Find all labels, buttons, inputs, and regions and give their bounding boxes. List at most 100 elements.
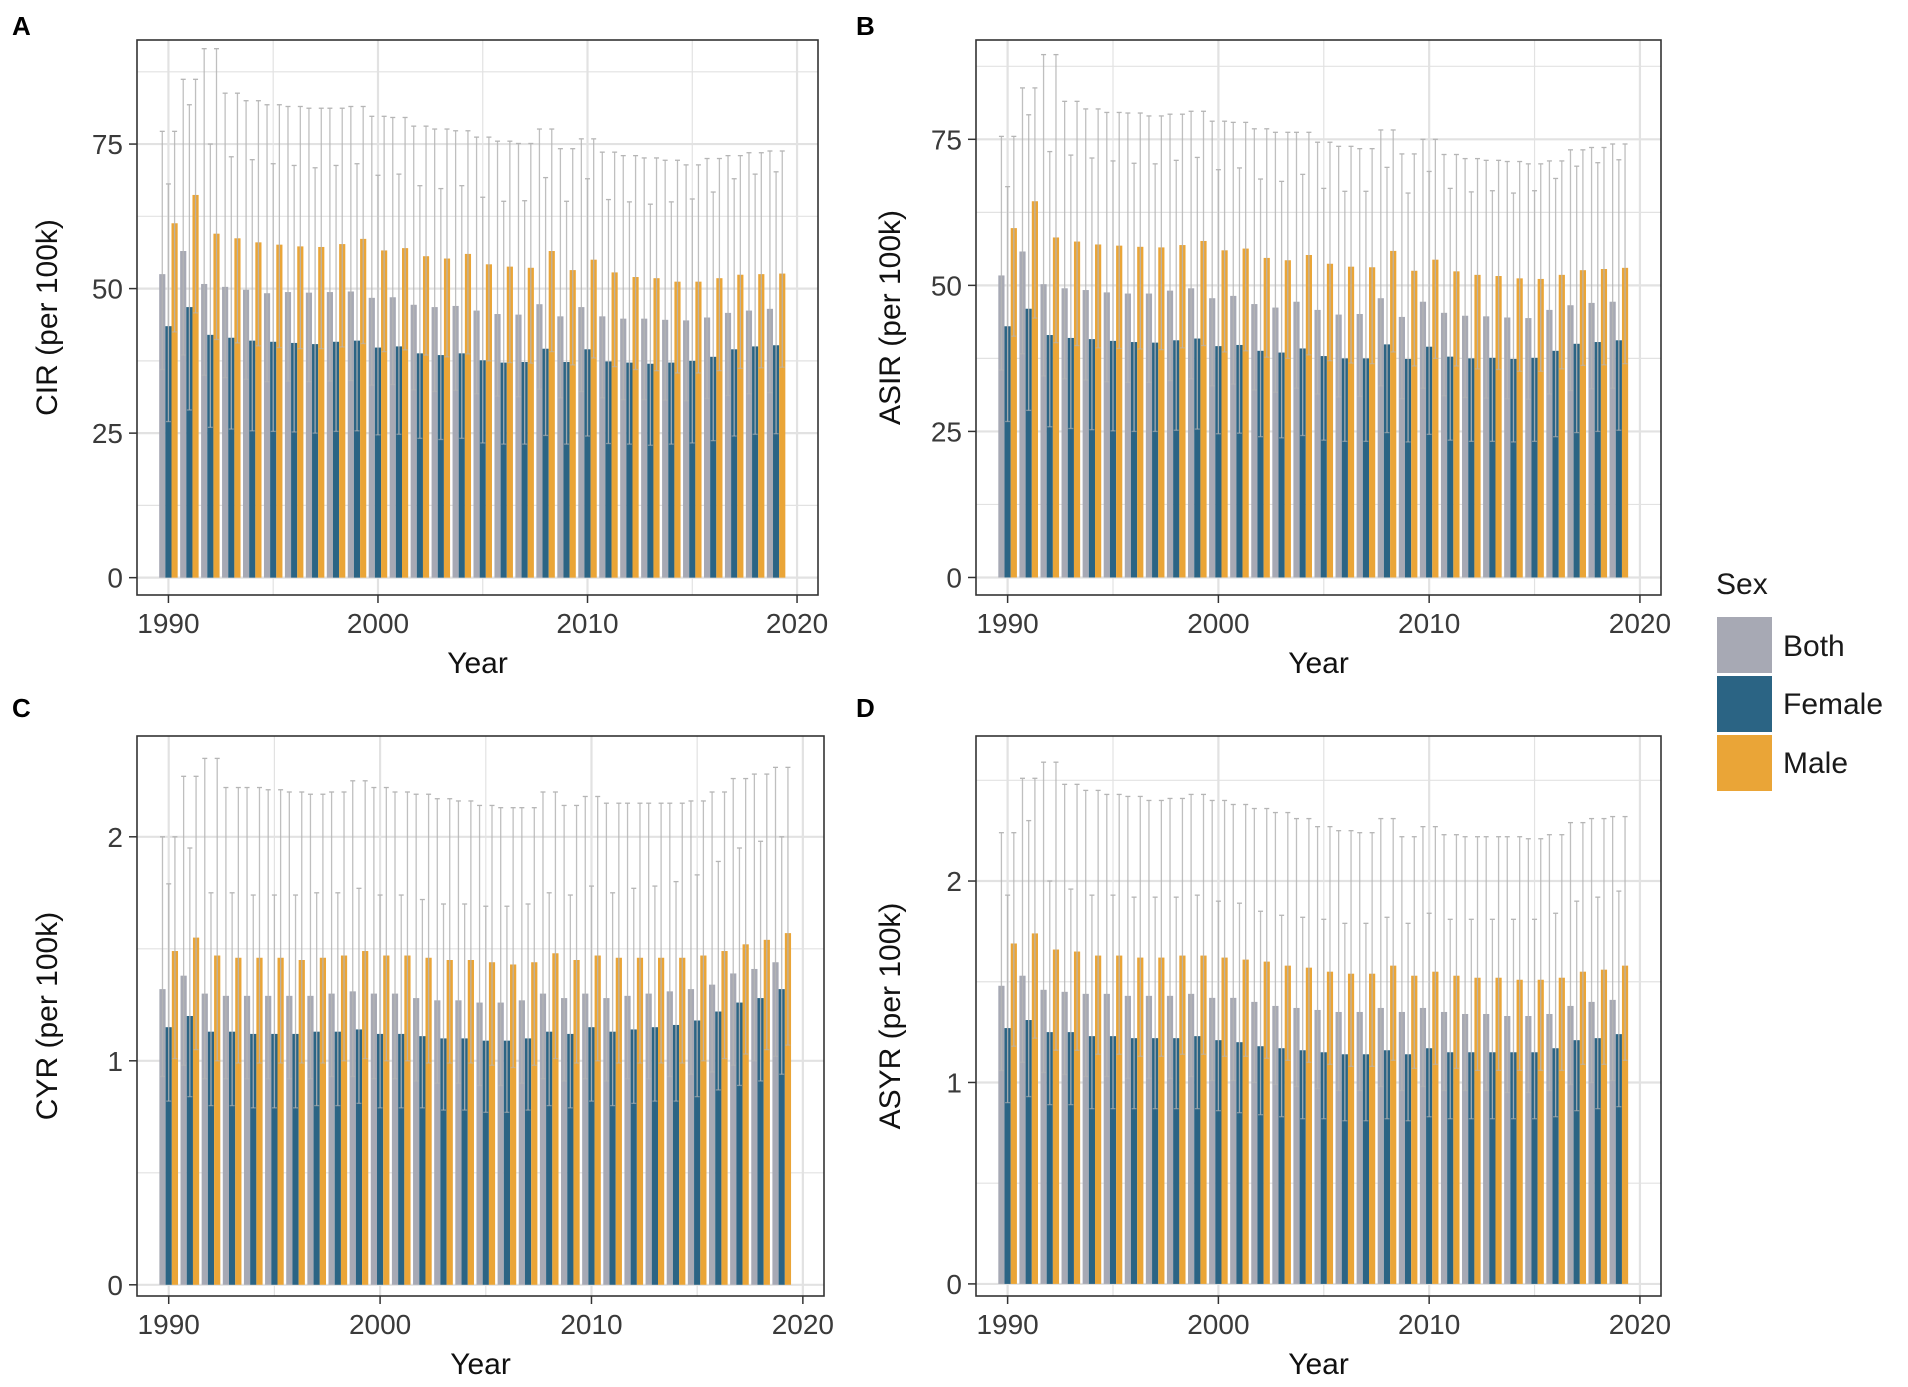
bar-both [1166,995,1174,1284]
errorbar-male [1074,100,1080,347]
bar-female [584,349,591,578]
errorbar-both [202,757,208,1080]
errorbar-male [234,92,240,344]
errorbar-male [381,115,387,353]
errorbar-male [552,791,558,1060]
bar-both [1462,315,1469,578]
bar-both [1061,288,1068,578]
bar-male [1558,977,1565,1284]
errorbar-male [1306,131,1312,356]
errorbar-male [193,775,199,1051]
legend: Sex Both Female Male [1716,568,1883,791]
errorbar-both [222,92,228,379]
errorbar-both [1188,793,1194,1078]
errorbar-both [1336,145,1342,398]
bar-female [563,362,570,578]
errorbar-both [1019,777,1025,1063]
bar-male [383,955,390,1285]
errorbar-male [465,130,471,355]
errorbar-female [752,173,758,435]
errorbar-female [585,178,591,437]
bar-female [165,1027,172,1285]
errorbar-male [764,773,770,1051]
bar-female [1046,335,1053,578]
errorbar-female [229,892,235,1107]
y-tick-label: 25 [92,418,123,449]
errorbar-female [1005,894,1011,1104]
bar-male [779,273,786,578]
bar-male [1411,270,1418,578]
errorbar-both [264,104,270,383]
errorbar-female [1194,894,1200,1110]
errorbar-female [1616,890,1622,1108]
bar-male [1158,247,1165,578]
bar-female [1173,1038,1180,1284]
y-tick-label: 0 [946,562,962,593]
errorbar-male [633,154,639,371]
bar-male [1073,951,1081,1284]
errorbar-both [1104,793,1110,1078]
bar-male [1116,955,1123,1284]
errorbar-male [318,107,324,350]
errorbar-both [474,136,480,395]
bars [159,194,786,578]
bar-both [1251,304,1258,578]
bar-male [548,251,555,578]
bar-male [632,277,639,578]
panel-d: D 0 1 2 1990 2000 2010 2020 Year ASYR (per 100k) [856,693,1671,1381]
bar-female [1194,338,1201,578]
bar-female [1004,1028,1011,1284]
bar-male [721,951,728,1285]
errorbar-both [1083,108,1089,381]
bar-male [1221,957,1228,1284]
bar-both [662,319,669,578]
errorbar-male [1411,153,1417,367]
errorbar-male [528,142,534,364]
bar-both [1103,292,1110,578]
bar-female [271,1033,278,1285]
bar-female [1404,358,1412,578]
errorbar-both [1357,832,1363,1092]
x-tick-label: 1990 [137,608,199,639]
errorbar-male [1390,817,1396,1061]
bar-female [1067,1032,1074,1284]
errorbar-female [270,163,276,433]
bar-both [703,317,711,578]
bar-male [763,939,770,1285]
errorbar-male [595,795,601,1062]
errorbar-both [371,786,377,1080]
errorbar-female [1426,170,1432,435]
bar-both [497,1002,504,1285]
bar-female [1489,357,1496,578]
bar-male [1516,979,1523,1284]
bar-male [758,274,765,578]
bar-female [186,1016,193,1285]
bar-both [1588,1001,1595,1284]
bar-female [1362,358,1370,578]
errorbar-male [468,800,474,1064]
bar-both [389,297,396,578]
bar-both [1040,284,1047,578]
errorbar-both [1146,799,1152,1080]
bar-female [1299,348,1306,578]
errorbar-male [299,791,305,1064]
errorbar-female [1215,169,1221,435]
errorbar-male [486,136,492,362]
bar-male [653,278,660,578]
errorbar-both [1146,115,1152,383]
bar-both [772,962,779,1285]
errorbar-female [483,905,489,1113]
y-axis: 0 1 2 [946,866,976,1300]
errorbar-both [369,115,375,386]
legend-label-female: Female [1783,688,1883,721]
errorbar-both [557,148,563,399]
errorbar-female [417,185,423,439]
errorbar-both [1589,146,1595,390]
errorbar-both [519,807,525,1084]
bar-male [716,278,723,578]
errorbar-female [333,164,339,433]
bar-female [1173,340,1180,578]
bar-male [1010,943,1017,1284]
x-axis: 1990 2000 2010 2020 [976,595,1671,639]
